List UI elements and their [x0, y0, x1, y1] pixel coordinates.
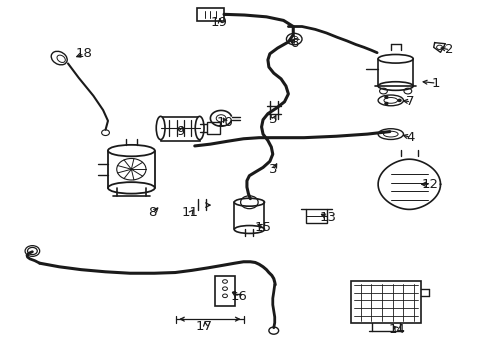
Circle shape [384, 96, 387, 98]
FancyBboxPatch shape [207, 122, 220, 134]
Text: 10: 10 [216, 116, 233, 129]
Text: 5: 5 [268, 113, 277, 126]
Text: 15: 15 [254, 221, 271, 234]
Text: 4: 4 [405, 131, 414, 144]
Text: 18: 18 [75, 47, 92, 60]
Text: 1: 1 [430, 77, 439, 90]
Text: 8: 8 [147, 207, 156, 220]
Text: 17: 17 [196, 320, 213, 333]
Ellipse shape [156, 116, 164, 140]
Text: 2: 2 [444, 43, 452, 56]
Circle shape [397, 99, 400, 102]
Text: 16: 16 [230, 290, 246, 303]
Text: 13: 13 [319, 211, 336, 224]
Text: 12: 12 [421, 178, 437, 191]
Text: 11: 11 [181, 207, 198, 220]
Text: 7: 7 [405, 95, 414, 108]
Ellipse shape [195, 116, 203, 140]
FancyBboxPatch shape [350, 281, 420, 323]
FancyBboxPatch shape [160, 117, 199, 140]
FancyBboxPatch shape [215, 276, 234, 306]
Text: 19: 19 [210, 16, 227, 29]
Text: 3: 3 [268, 163, 277, 176]
Text: 9: 9 [176, 125, 184, 138]
Circle shape [384, 102, 387, 104]
Text: 6: 6 [289, 36, 298, 50]
Text: 14: 14 [387, 323, 404, 336]
FancyBboxPatch shape [196, 8, 224, 21]
FancyBboxPatch shape [305, 209, 327, 223]
